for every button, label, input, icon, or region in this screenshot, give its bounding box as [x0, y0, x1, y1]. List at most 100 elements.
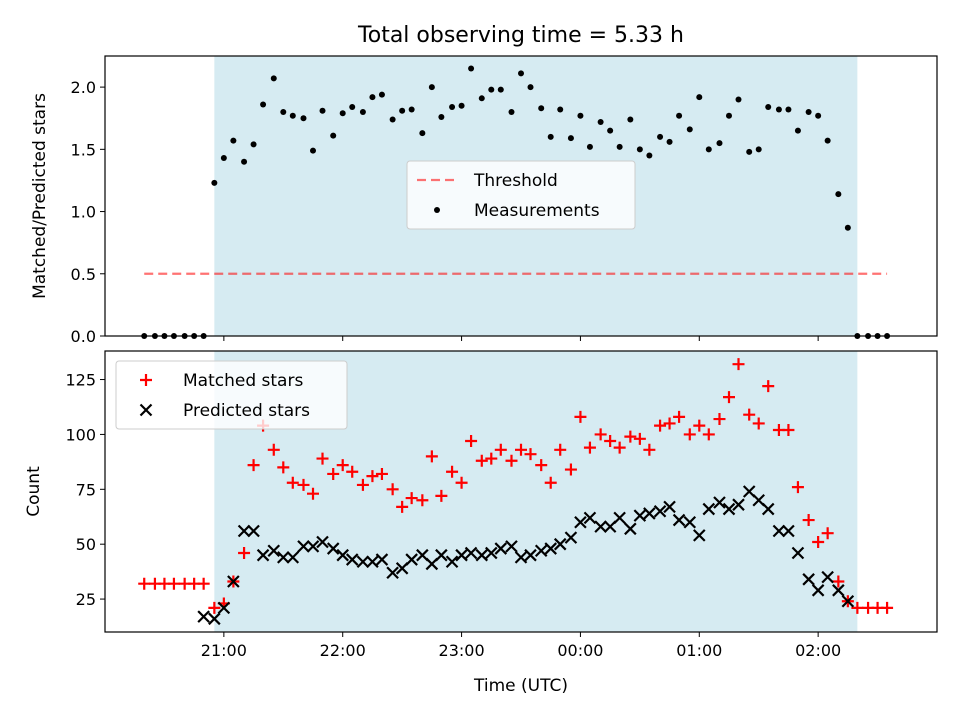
measurement-point — [369, 94, 376, 101]
measurement-point — [597, 118, 604, 125]
y-axis-label: Count — [24, 466, 44, 517]
matched-star-point — [723, 391, 735, 404]
matched-star-point — [416, 494, 429, 507]
matched-star-point — [386, 483, 399, 496]
matched-star-point — [683, 428, 696, 441]
measurement-point — [586, 143, 593, 150]
predicted-star-point — [722, 502, 736, 516]
matched-star-point — [693, 419, 706, 432]
measurement-point — [815, 112, 822, 119]
matched-star-point — [277, 461, 290, 474]
y-axis-label: Matched/Predicted stars — [30, 93, 50, 299]
measurement-point — [428, 84, 435, 91]
matched-star-point — [247, 459, 260, 472]
predicted-star-point — [583, 511, 597, 525]
measurement-point — [835, 191, 842, 198]
measurement-point — [676, 112, 683, 119]
predicted-star-point — [791, 546, 805, 560]
matched-star-point — [356, 478, 369, 491]
y-tick-label: 1.5 — [71, 140, 96, 159]
measurement-point — [438, 113, 445, 120]
measurement-point — [726, 112, 732, 119]
matched-star-point — [208, 601, 221, 614]
measurement-point — [577, 112, 584, 119]
matched-star-point — [494, 443, 507, 456]
matched-star-point — [138, 577, 151, 590]
predicted-star-point — [227, 575, 240, 588]
matched-star-point — [732, 358, 745, 371]
predicted-star-point — [672, 513, 686, 527]
measurement-point — [280, 109, 287, 115]
matched-star-point — [821, 527, 834, 540]
measurement-point — [538, 105, 545, 112]
predicted-star-point — [702, 502, 716, 516]
y-tick-label: 75 — [76, 480, 96, 499]
predicted-star-point — [345, 553, 359, 566]
predicted-star-point — [267, 544, 281, 558]
predicted-star-point — [445, 555, 459, 569]
predicted-star-point — [336, 548, 349, 562]
predicted-star-point — [643, 507, 656, 520]
matched-star-point — [316, 452, 329, 465]
measurement-point — [339, 110, 346, 117]
measurement-point — [211, 179, 218, 186]
matched-star-point — [832, 575, 845, 588]
measurement-point — [478, 95, 485, 102]
legend-marker-swatch — [139, 403, 153, 417]
measurement-point — [716, 140, 723, 147]
measurement-point — [508, 109, 515, 115]
matched-star-point — [238, 546, 251, 559]
predicted-star-point — [534, 544, 548, 558]
matched-star-point — [485, 452, 498, 465]
measurement-point — [627, 116, 634, 123]
measurement-point — [220, 155, 227, 162]
matched-star-point — [812, 535, 825, 548]
measurement-point — [300, 115, 307, 122]
matched-star-point — [396, 500, 409, 513]
predicted-star-point — [366, 555, 379, 569]
predicted-star-point — [802, 573, 815, 586]
measurement-point — [705, 146, 712, 153]
matched-star-point — [802, 514, 815, 527]
measurement-point — [330, 132, 337, 139]
measurement-point — [378, 91, 385, 98]
measurement-point — [527, 84, 534, 91]
predicted-star-point — [316, 535, 329, 549]
y-tick-label: 25 — [76, 590, 96, 609]
matched-star-point — [702, 428, 715, 441]
axes-frame — [104, 350, 938, 633]
matched-star-point — [286, 476, 299, 489]
measurement-point — [488, 86, 495, 93]
y-tick-label: 1.0 — [71, 203, 96, 222]
predicted-star-point — [514, 551, 528, 564]
matched-star-point — [475, 454, 488, 467]
measurement-point — [497, 86, 504, 93]
measurement-point — [607, 127, 614, 134]
predicted-star-point — [247, 524, 260, 538]
x-tick-label: 01:00 — [676, 641, 722, 660]
matched-star-point — [791, 481, 804, 494]
legend: Threshold Measurements — [406, 160, 636, 230]
figure-title: Total observing time = 5.33 h — [357, 23, 684, 48]
predicted-star-point — [197, 610, 210, 623]
measurement-point — [567, 135, 574, 142]
x-axis-label: Time (UTC) — [473, 676, 568, 696]
measurement-point — [270, 75, 277, 82]
predicted-star-point — [217, 601, 231, 615]
matched-star-point — [307, 487, 319, 500]
predicted-star-point — [821, 570, 834, 584]
predicted-star-point — [485, 546, 498, 560]
legend-marker-swatch — [140, 374, 152, 386]
measurement-point — [241, 158, 248, 165]
y-tick-label: 0.0 — [71, 327, 96, 346]
predicted-star-point — [624, 522, 637, 536]
measurement-point — [824, 137, 831, 144]
matched-star-point — [594, 428, 607, 441]
measurement-point — [399, 107, 406, 114]
x-tick-label: 21:00 — [201, 641, 247, 660]
predicted-star-point — [832, 584, 845, 597]
measurement-point — [746, 148, 753, 155]
matched-star-point — [346, 465, 359, 478]
predicted-star-point — [375, 553, 389, 566]
measurement-point — [794, 127, 801, 134]
